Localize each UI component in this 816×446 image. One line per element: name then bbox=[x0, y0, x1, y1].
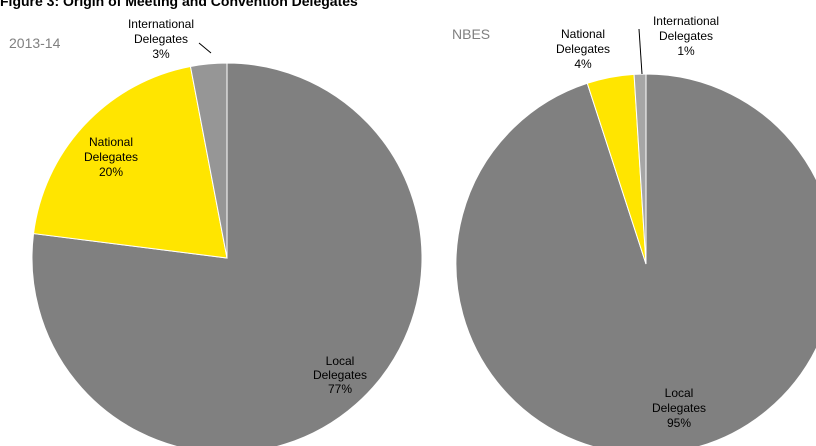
pie-chart-2013-14: 2013-14 Local Delegates 77% National Delegate… bbox=[9, 17, 423, 446]
leader-line-2013-14-international-delegates bbox=[198, 42, 212, 54]
pie-slice-2013-14-national-delegates bbox=[32, 65, 228, 259]
pie-slice-2013-14-local-delegates bbox=[31, 62, 423, 446]
data-label-nbes-local-delegates: Local Delegates 95% bbox=[652, 386, 706, 430]
pie-chart-nbes: NBES Local Delegates 95% National Delegates 4%… bbox=[452, 14, 816, 446]
figure-title: Figure 3: Origin of Meeting and Conventi… bbox=[0, 0, 358, 9]
data-label-2013-14-local-delegates: Local Delegates 77% bbox=[313, 354, 367, 396]
data-label-nbes-national-delegates: National Delegates 4% bbox=[556, 27, 610, 71]
pie-slice-nbes-international-delegates bbox=[633, 73, 647, 265]
pie-slice-2013-14-international-delegates bbox=[189, 62, 228, 259]
data-label-2013-14-national-delegates: National Delegates 20% bbox=[84, 135, 138, 179]
data-label-2013-14-international-delegates: International Delegates 3% bbox=[128, 17, 194, 61]
pie-slice-nbes-local-delegates bbox=[455, 73, 816, 446]
data-label-nbes-international-delegates: International Delegates 1% bbox=[653, 14, 719, 58]
pie-title-2013-14: 2013-14 bbox=[9, 35, 61, 51]
pie-title-nbes: NBES bbox=[452, 26, 490, 42]
leader-line-nbes-international-delegates bbox=[638, 28, 643, 75]
